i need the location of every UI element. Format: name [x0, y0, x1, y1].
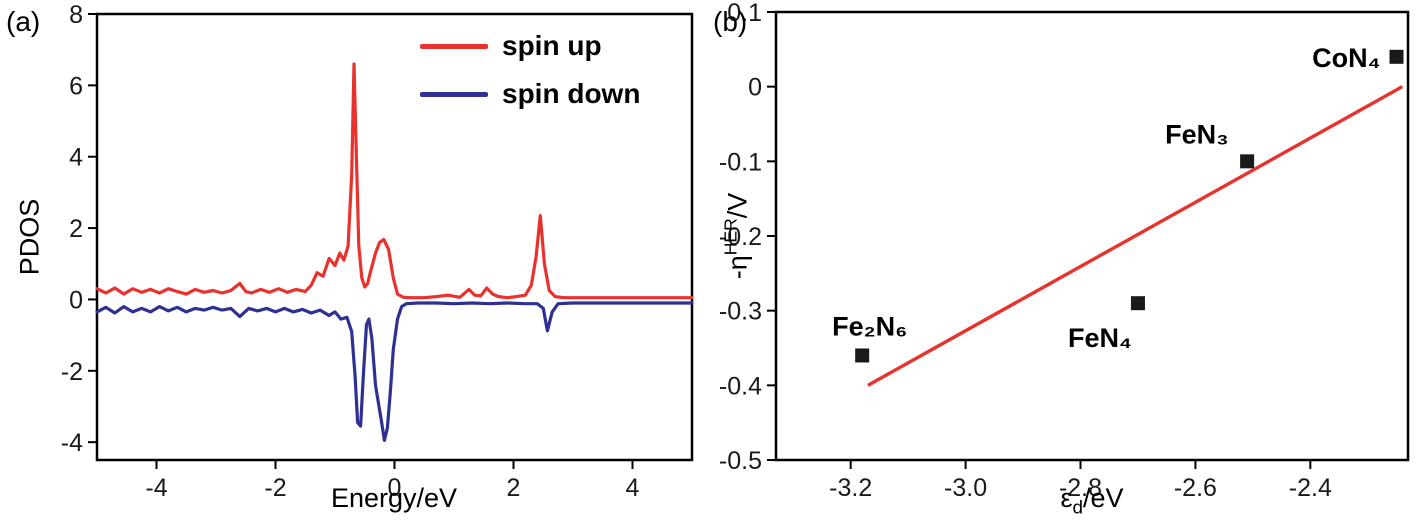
- svg-text:0: 0: [69, 286, 83, 314]
- svg-text:4: 4: [626, 474, 640, 502]
- her-chart: -3.2 -3.0 -2.8 -2.6 -2.4 -0.5 -0.4 -0.3 -0.2 -0.1…: [707, 0, 1425, 529]
- svg-text:-2: -2: [61, 358, 83, 386]
- svg-text:FeN₄: FeN₄: [1068, 323, 1132, 353]
- her-y-axis-label: -ηHER/V: [721, 193, 754, 280]
- panel-b: -3.2 -3.0 -2.8 -2.6 -2.4 -0.5 -0.4 -0.3 -0.2 -0.1…: [707, 0, 1425, 529]
- pdos-x-axis-label: Energy/eV: [330, 483, 458, 513]
- svg-text:-2.6: -2.6: [1174, 474, 1217, 502]
- legend: spin up spin down: [420, 22, 640, 118]
- spin-down-line-swatch: [420, 91, 488, 97]
- svg-text:-2: -2: [264, 474, 286, 502]
- svg-text:-0.4: -0.4: [719, 372, 762, 400]
- pdos-y-axis-label: PDOS: [14, 198, 45, 276]
- svg-text:2: 2: [69, 215, 83, 243]
- svg-text:-3.0: -3.0: [944, 474, 987, 502]
- svg-text:4: 4: [69, 144, 83, 172]
- her-superscript: HER: [720, 218, 741, 256]
- svg-text:-2.4: -2.4: [1289, 474, 1332, 502]
- svg-text:0: 0: [388, 474, 402, 502]
- svg-text:CoN₄: CoN₄: [1312, 43, 1380, 73]
- svg-text:-0.1: -0.1: [719, 148, 762, 176]
- panel-b-label: (b): [713, 6, 748, 37]
- legend-label-spin-down: spin down: [502, 78, 641, 109]
- d-subscript: d: [1072, 497, 1084, 519]
- svg-text:-4: -4: [61, 429, 83, 457]
- panel-a-label: (a): [6, 6, 41, 37]
- panel-a: -4 -2 0 2 4 -4 -2 0 2 4 6 8 (a) PDOS Energy/eV spin…: [0, 0, 707, 529]
- svg-text:0.1: 0.1: [727, 0, 762, 27]
- svg-text:Fe₂N₆: Fe₂N₆: [832, 311, 907, 341]
- svg-text:-0.2: -0.2: [719, 223, 762, 251]
- svg-text:-2.8: -2.8: [1059, 474, 1102, 502]
- svg-text:0: 0: [748, 74, 762, 102]
- spin-up-line-swatch: [420, 43, 488, 49]
- svg-text:8: 8: [69, 1, 83, 29]
- pdos-chart: -4 -2 0 2 4 -4 -2 0 2 4 6 8: [0, 0, 707, 529]
- volt-unit: /V: [722, 192, 753, 219]
- legend-label-spin-up: spin up: [502, 30, 602, 61]
- her-x-axis-label: εd/eV: [1060, 483, 1123, 519]
- svg-text:FeN₃: FeN₃: [1165, 119, 1229, 149]
- legend-item-spin-down: spin down: [420, 70, 640, 118]
- legend-item-spin-up: spin up: [420, 22, 640, 70]
- epsilon-symbol: ε: [1060, 483, 1073, 513]
- svg-text:-4: -4: [145, 474, 167, 502]
- svg-text:-0.3: -0.3: [719, 298, 762, 326]
- svg-text:-0.5: -0.5: [719, 447, 762, 475]
- svg-text:6: 6: [69, 72, 83, 100]
- pdos-plot-svg: -4 -2 0 2 4 -4 -2 0 2 4 6 8: [61, 1, 694, 502]
- her-plot-svg: -3.2 -3.0 -2.8 -2.6 -2.4 -0.5 -0.4 -0.3 -0.2 -0.1…: [719, 0, 1410, 502]
- eta-symbol: -η: [722, 255, 753, 280]
- ev-unit: /eV: [1083, 483, 1124, 513]
- svg-text:2: 2: [507, 474, 521, 502]
- svg-text:-3.2: -3.2: [829, 474, 872, 502]
